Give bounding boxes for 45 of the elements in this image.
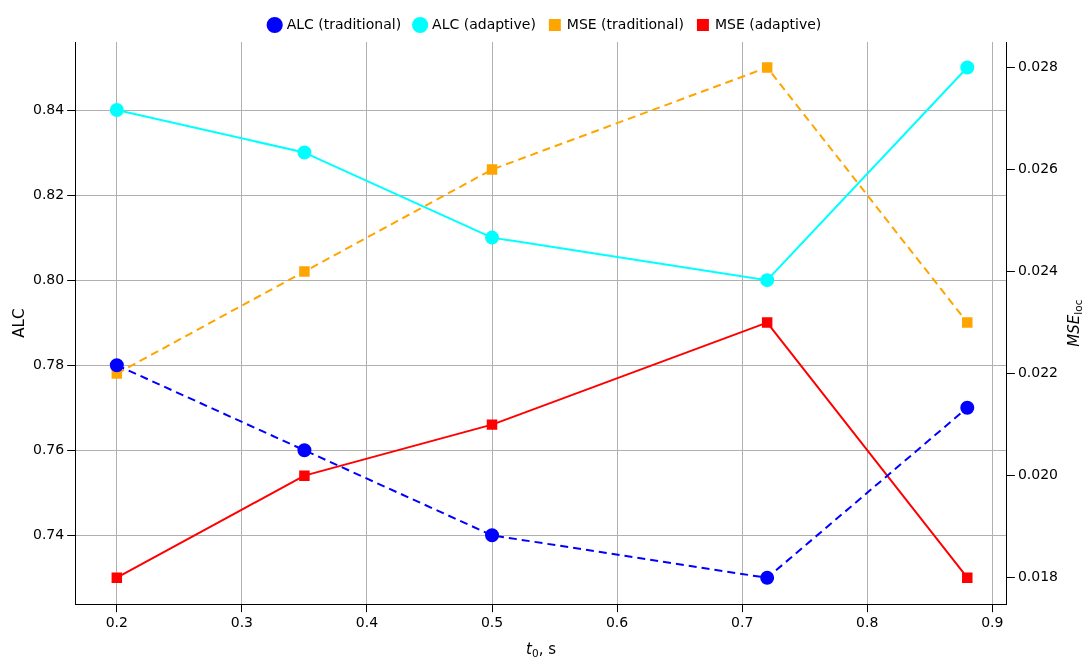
- y2-tick-label: 0.024: [1017, 262, 1059, 279]
- y2-tick-label: 0.018: [1017, 568, 1059, 585]
- x-tick-label: 0.5: [480, 614, 504, 631]
- legend-label: ALC (adaptive): [432, 15, 536, 32]
- point: [960, 60, 975, 75]
- point: [297, 443, 312, 458]
- y-tick-label: 0.82: [33, 185, 65, 202]
- y2-tick-label: 0.026: [1017, 160, 1059, 177]
- y2-tick-label: 0.020: [1017, 466, 1059, 483]
- legend-label: MSE (traditional): [566, 15, 684, 32]
- x-tick-label: 0.7: [731, 614, 754, 631]
- y-tick-label: 0.74: [33, 525, 65, 542]
- x-tick-label: 0.2: [105, 614, 128, 631]
- point: [760, 273, 775, 288]
- y-tick-label: 0.76: [33, 440, 65, 457]
- point: [485, 528, 500, 543]
- legend-label: ALC (traditional): [286, 15, 402, 32]
- y-tick-label: 0.80: [33, 270, 65, 287]
- point: [299, 470, 310, 481]
- point: [960, 400, 975, 415]
- point: [485, 230, 500, 245]
- y-tick-label: 0.78: [33, 355, 65, 372]
- point: [760, 570, 775, 585]
- x-tick-label: 0.6: [605, 614, 629, 631]
- point: [299, 266, 310, 277]
- point: [109, 103, 124, 118]
- y2-tick-label: 0.022: [1017, 364, 1059, 381]
- point: [111, 572, 123, 583]
- point: [297, 145, 312, 160]
- legend-label: MSE (adaptive): [714, 15, 822, 32]
- y2-tick-label: 0.028: [1017, 58, 1059, 75]
- point: [761, 62, 773, 73]
- point: [962, 572, 973, 583]
- point: [109, 358, 124, 373]
- y-tick-label: 0.84: [33, 100, 65, 117]
- y2-axis-title: MSEloc: [1064, 299, 1085, 347]
- point: [486, 164, 498, 175]
- point: [962, 317, 973, 328]
- x-tick-label: 0.4: [355, 614, 379, 631]
- x-tick-label: 0.9: [981, 614, 1004, 631]
- point: [486, 419, 498, 430]
- x-tick-label: 0.3: [230, 614, 254, 631]
- y-axis-title: ALC: [9, 308, 28, 338]
- x-tick-label: 0.8: [856, 614, 879, 631]
- point: [761, 317, 773, 328]
